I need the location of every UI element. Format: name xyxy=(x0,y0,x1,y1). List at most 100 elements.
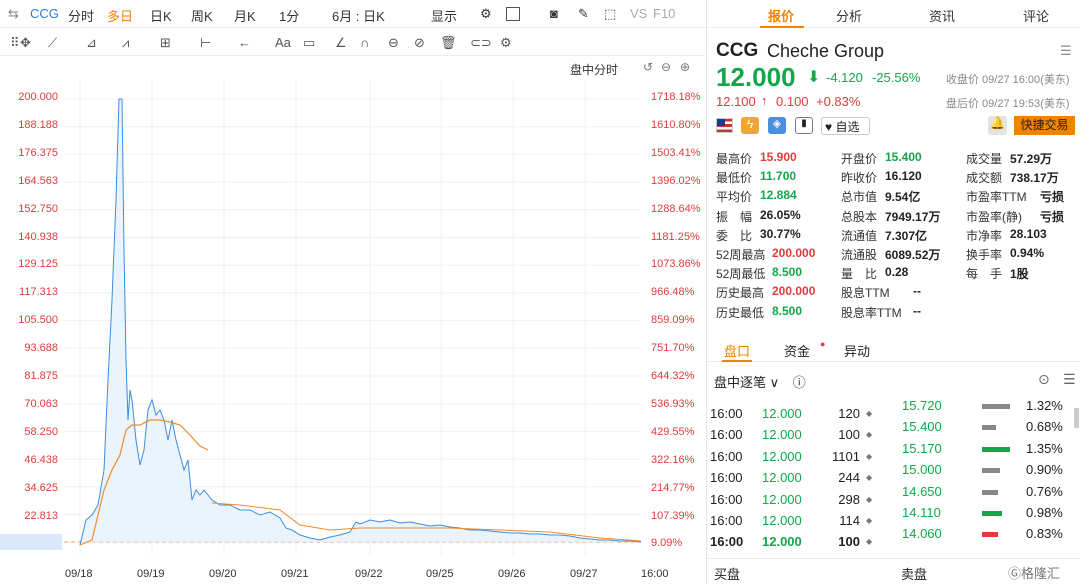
bookmark-icon[interactable]: ▮ xyxy=(795,117,813,134)
stat-row: 最高价 15.900 xyxy=(716,150,797,167)
f10-button[interactable]: F10 xyxy=(653,6,676,21)
vs-button[interactable]: VS xyxy=(630,6,648,21)
stat-value: -- xyxy=(913,284,921,299)
tick-time: 16:00 xyxy=(710,513,743,528)
lightning-icon[interactable]: ϟ xyxy=(741,117,759,134)
stat-row: 市盈率(静) 亏损 xyxy=(966,208,1064,225)
settings-icon[interactable]: ⚙ xyxy=(480,6,492,21)
stat-value: 15.400 xyxy=(885,150,922,164)
dist-pct: 1.32% xyxy=(1026,398,1063,413)
trash-icon[interactable]: 🗑 xyxy=(440,35,457,50)
stat-value: 15.900 xyxy=(760,150,797,164)
y-axis-label: 188.188 xyxy=(18,118,58,131)
text-tool-icon[interactable]: Aa xyxy=(275,35,291,50)
dist-price: 15.720 xyxy=(902,398,942,413)
tab-week-k[interactable]: 周K xyxy=(191,9,213,24)
dist-pct: 0.83% xyxy=(1026,526,1063,542)
magnet-icon[interactable]: ∩ xyxy=(360,35,370,50)
more-icon[interactable]: ⊙ xyxy=(1038,371,1050,387)
handle-icon[interactable]: ⠿ xyxy=(10,35,20,50)
tab-depth[interactable]: 盘口 xyxy=(724,344,751,359)
comment-icon[interactable]: ▭ xyxy=(303,35,316,50)
tab-anomaly[interactable]: 异动 xyxy=(844,344,871,359)
tick-price: 12.000 xyxy=(762,534,802,550)
y-axis-pct-label: 214.77% xyxy=(651,481,695,494)
zoom-in-icon[interactable]: ⊕ xyxy=(680,60,691,74)
stat-value: -- xyxy=(913,303,921,318)
list-icon[interactable]: ☰ xyxy=(1063,371,1076,387)
pen-icon[interactable]: ✎ xyxy=(578,6,589,21)
tick-volume: 244 xyxy=(838,470,860,486)
angle-icon[interactable]: ∠ xyxy=(335,35,347,50)
tab-timeshare[interactable]: 分时 xyxy=(68,9,95,24)
stat-label: 历史最低 xyxy=(716,305,765,320)
chart-mode-select[interactable]: 盘中分时 xyxy=(570,63,619,77)
checkbox-icon[interactable] xyxy=(506,7,520,21)
tab-news[interactable]: 资讯 xyxy=(929,9,956,24)
stat-row: 昨收价 16.120 xyxy=(841,169,922,186)
expand-icon[interactable]: ☰ xyxy=(1060,43,1072,58)
ticks-title-label: 盘中逐笔 xyxy=(714,375,767,390)
company-name: Cheche Group xyxy=(767,41,885,61)
tab-quote[interactable]: 报价 xyxy=(768,9,795,24)
tick-price: 12.000 xyxy=(762,491,802,507)
ticks-title[interactable]: 盘中逐笔 ∨ ⓘ xyxy=(714,375,806,390)
brand-logo-icon: Ⓖ xyxy=(1008,566,1022,581)
tick-direction-icon: ◆ xyxy=(866,537,873,547)
period-toolbar: ⇆ CCG 分时 多日 日K 周K 月K 1分 6月 : 日K 显示 ⚙ ◙ ✎… xyxy=(0,0,707,28)
stat-value: 28.103 xyxy=(1010,226,1047,241)
tab-funds[interactable]: 资金 xyxy=(784,344,811,359)
y-axis-label: 129.125 xyxy=(18,258,58,271)
y-axis-label: 164.563 xyxy=(18,174,58,187)
y-axis-label: 81.875 xyxy=(24,370,58,382)
zoom-out-icon[interactable]: ⊖ xyxy=(661,60,672,74)
stock-switch-icon[interactable]: ⇆ xyxy=(8,6,19,21)
notify-dot-icon: ● xyxy=(820,339,826,349)
link-icon[interactable]: ⊂⊃ xyxy=(470,35,492,50)
y-axis-label: 200.000 xyxy=(18,91,58,103)
tick-price: 12.000 xyxy=(762,427,802,443)
stat-row: 换手率 0.94% xyxy=(966,246,1044,263)
quick-trade-button[interactable]: 快捷交易 xyxy=(1014,116,1075,135)
stat-label: 52周最低 xyxy=(716,267,766,282)
lock-icon[interactable]: ⊖ xyxy=(388,35,399,50)
compare-icon[interactable]: ⬚ xyxy=(604,6,617,21)
period-select[interactable]: 6月 : 日K xyxy=(332,9,385,24)
tab-analysis[interactable]: 分析 xyxy=(836,9,863,24)
dist-price: 14.650 xyxy=(902,483,942,499)
hide-icon[interactable]: ⊘ xyxy=(414,35,425,50)
symbol-tab[interactable]: CCG xyxy=(30,6,59,21)
measure-tool-icon[interactable]: ⊢ xyxy=(200,35,212,50)
wave-tool-icon[interactable]: ⩘ xyxy=(122,35,130,50)
tab-multiday[interactable]: 多日 xyxy=(107,9,134,24)
fib-tool-icon[interactable]: ⊞ xyxy=(160,35,171,50)
tab-month-k[interactable]: 月K xyxy=(234,9,256,24)
channel-tool-icon[interactable]: ⊿ xyxy=(86,35,97,50)
camera-icon[interactable]: ◙ xyxy=(550,6,558,21)
x-axis-label: 09/18 xyxy=(65,568,93,580)
avg-line xyxy=(211,502,642,542)
stat-row: 52周最高 200.000 xyxy=(716,246,815,263)
scrollbar[interactable] xyxy=(1074,408,1079,428)
tab-day-k[interactable]: 日K xyxy=(150,9,172,24)
y-axis-pct-label: 859.09% xyxy=(651,314,695,327)
tab-comments[interactable]: 评论 xyxy=(1023,9,1050,24)
display-menu[interactable]: 显示 xyxy=(431,9,458,24)
watchlist-button[interactable]: ♥ 自选 xyxy=(821,117,870,135)
tag-icon[interactable]: ◈ xyxy=(768,117,786,134)
line-tool-icon[interactable]: ⟋ xyxy=(48,35,58,50)
tick-direction-icon: ◆ xyxy=(866,451,873,461)
stat-label: 最低价 xyxy=(716,171,753,186)
stat-row: 52周最低 8.500 xyxy=(716,265,802,282)
bell-icon[interactable]: 🔔 xyxy=(988,116,1007,135)
y-axis-pct-label: 1718.18% xyxy=(651,91,701,103)
undo-icon[interactable]: ↺ xyxy=(643,60,654,74)
move-icon[interactable]: ✥ xyxy=(20,35,31,50)
dist-pct: 1.35% xyxy=(1026,440,1063,456)
stat-label: 流通值 xyxy=(841,228,878,243)
arrow-tool-icon[interactable]: ← xyxy=(238,35,251,50)
gear-icon[interactable]: ⚙ xyxy=(500,35,512,50)
price-chart[interactable] xyxy=(0,0,707,584)
info-icon[interactable]: ⓘ xyxy=(792,375,806,390)
minute-select[interactable]: 1分 xyxy=(279,9,300,24)
